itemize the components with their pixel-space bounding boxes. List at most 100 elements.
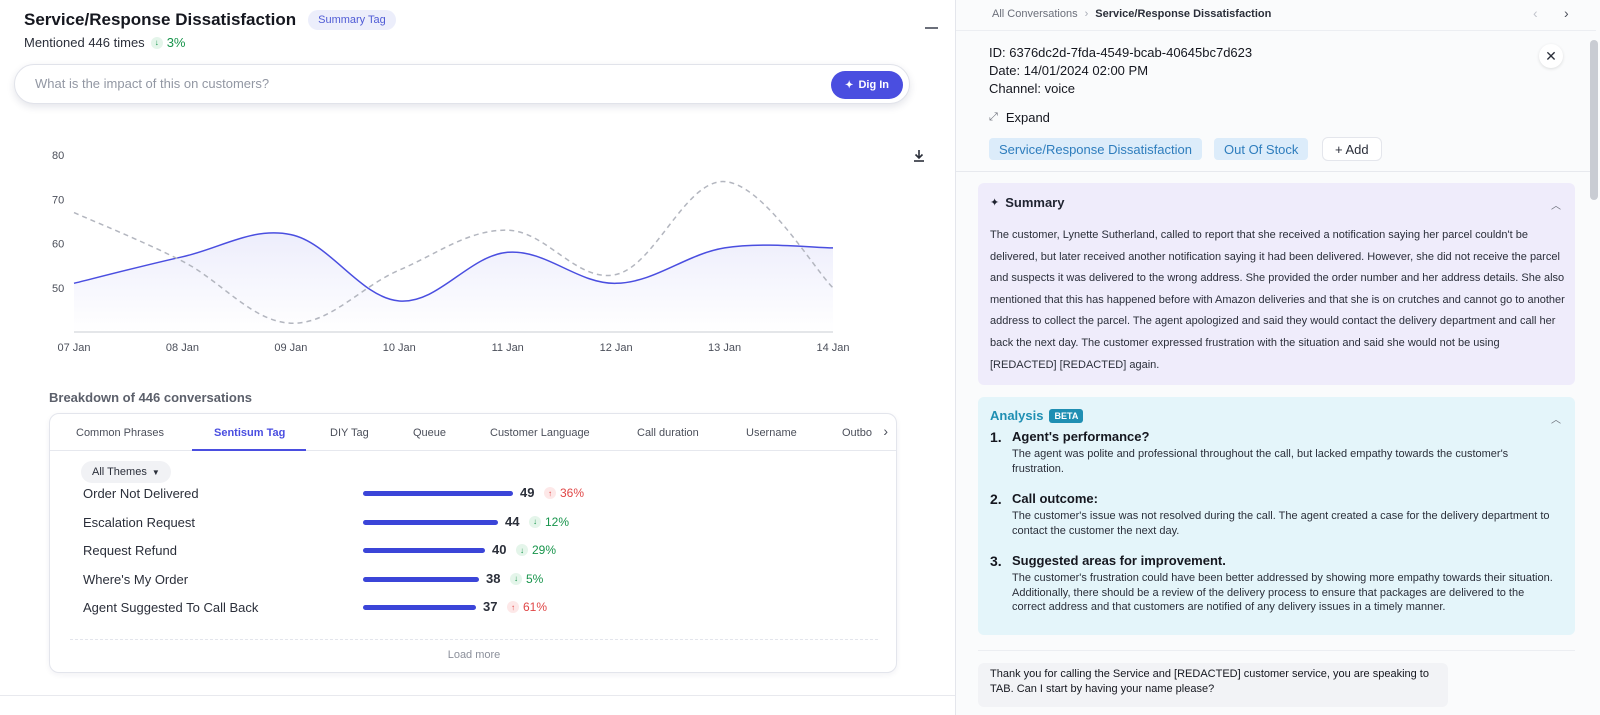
theme-row[interactable]: Escalation Request 44 ↓ 12% [50,513,896,533]
conversation-date: Date: 14/01/2024 02:00 PM [989,63,1148,78]
x-tick-label: 09 Jan [274,342,307,354]
theme-row[interactable]: Where's My Order 38 ↓ 5% [50,570,896,590]
series-area [74,232,833,332]
add-tag-button[interactable]: + Add [1322,137,1382,161]
theme-row-label: Agent Suggested To Call Back [83,600,259,615]
load-more-button[interactable]: Load more [70,639,878,661]
tab-diy-tag[interactable]: DIY Tag [330,427,369,439]
analysis-header[interactable]: Analysis BETA [990,408,1084,423]
y-tick-label: 70 [52,194,64,206]
tag-chip-service-response[interactable]: Service/Response Dissatisfaction [989,138,1202,160]
tab-call-duration[interactable]: Call duration [637,427,699,439]
theme-row-bar [363,491,513,496]
scrollbar-thumb[interactable] [1590,40,1598,200]
dig-in-button[interactable]: ✦ Dig In [831,71,903,99]
theme-row-count: 44 [505,513,520,529]
tab-sentisum-tag[interactable]: Sentisum Tag [214,427,286,439]
theme-row-count: 49 [520,485,535,500]
theme-row-trend-value: 12% [545,514,570,529]
tab-common-phrases[interactable]: Common Phrases [76,427,165,439]
themes-filter-label: All Themes [92,466,147,478]
expand-button[interactable]: ⤢ Expand [989,110,1050,125]
series-line-comparison [73,180,834,324]
theme-row[interactable]: Agent Suggested To Call Back 37 ↑ 61% [50,598,896,618]
next-conversation-icon[interactable]: › [1564,5,1569,21]
breakdown-title: Breakdown of 446 conversations [49,390,253,405]
arrow-down-icon: ↓ [529,515,541,528]
beta-badge: BETA [1049,408,1084,423]
breadcrumb-root[interactable]: All Conversations [992,8,1078,20]
theme-row-trend-value: 5% [526,571,544,586]
y-tick-label: 80 [52,150,64,162]
summary-tag-badge[interactable]: Summary Tag [308,10,396,30]
analysis-heading: Agent's performance? [1012,429,1150,444]
title-row: Service/Response Dissatisfaction Summary… [24,10,396,30]
previous-conversation-icon[interactable]: ‹ [1533,5,1538,21]
summary-title: Summary [1005,195,1065,210]
dig-in-label: Dig In [858,79,889,91]
analysis-heading: Call outcome: [1012,491,1098,506]
theme-row-count: 38 [486,570,501,586]
breadcrumb-separator-icon: › [1084,8,1089,20]
pane-divider[interactable] [955,0,956,715]
themes-filter[interactable]: All Themes ▼ [81,461,171,483]
arrow-up-icon: ↑ [507,601,519,613]
tab-outbound[interactable]: Outbo [842,427,872,439]
minimize-icon[interactable] [925,27,938,29]
active-tab-underline [192,449,306,451]
summary-card: ✦ Summary ︿ The customer, Lynette Suther… [978,183,1575,385]
theme-row-trend: ↑ 61% [507,600,547,614]
analysis-card: Analysis BETA ︿ 1. Agent's performance? … [978,397,1575,635]
ask-input[interactable] [35,76,795,91]
analysis-body: The customer's issue was not resolved du… [1012,510,1550,537]
mention-trend: ↓ 3% [150,35,185,50]
analysis-title: Analysis [990,408,1044,423]
conversation-channel: Channel: voice [989,81,1075,96]
theme-row-bar [363,548,485,553]
theme-row-bar [363,519,498,525]
chevron-up-icon[interactable]: ︿ [1551,201,1561,212]
breadcrumb-current: Service/Response Dissatisfaction [1095,8,1272,20]
theme-row[interactable]: Order Not Delivered 49 ↑ 36% [50,484,896,504]
x-tick-label: 13 Jan [708,342,741,354]
theme-row[interactable]: Request Refund 40 ↓ 29% [50,541,896,561]
analysis-body: The customer's frustration could have be… [1012,572,1553,613]
download-icon[interactable] [912,148,926,164]
sparkle-icon: ✦ [990,197,1000,209]
theme-panel: Service/Response Dissatisfaction Summary… [0,10,955,696]
summary-header[interactable]: ✦ Summary [990,195,1064,210]
analysis-number: 1. [990,429,1002,445]
theme-row-label: Request Refund [83,543,177,558]
date-label: Date: [989,63,1021,78]
theme-row-trend-value: 36% [560,486,585,500]
theme-row-trend: ↓ 29% [516,543,556,557]
breakdown-tabs: Common Phrases Sentisum Tag DIY Tag Queu… [50,414,896,451]
analysis-number: 2. [990,491,1002,507]
chevron-up-icon[interactable]: ︿ [1551,415,1561,426]
analysis-body: The agent was polite and professional th… [1012,448,1509,475]
id-label: ID: [989,45,1006,60]
tags-divider [956,171,1596,172]
tag-chip-out-of-stock[interactable]: Out Of Stock [1214,138,1309,160]
tabs-next-icon[interactable]: › [883,423,888,439]
breakdown-card: Common Phrases Sentisum Tag DIY Tag Queu… [49,413,897,673]
header-divider [956,30,1596,31]
sparkle-icon: ✦ [845,79,854,91]
id-value: 6376dc2d-7fda-4549-bcab-40645bc7d623 [1009,45,1253,60]
tab-customer-language[interactable]: Customer Language [490,427,590,439]
y-tick-label: 50 [52,283,64,295]
transcript-divider [978,650,1575,651]
close-button[interactable]: ✕ [1539,44,1563,68]
theme-row-bar [363,605,476,610]
theme-row-label: Escalation Request [83,514,196,530]
tab-queue[interactable]: Queue [413,427,447,439]
chevron-down-icon: ▼ [151,467,160,477]
theme-row-trend-value: 61% [523,600,548,614]
mention-count-text: Mentioned 446 times [24,35,145,50]
page-title: Service/Response Dissatisfaction [24,10,297,29]
x-tick-label: 14 Jan [816,342,849,354]
tab-username[interactable]: Username [746,427,797,439]
analysis-number: 3. [990,553,1002,569]
x-tick-label: 10 Jan [383,342,416,354]
x-tick-label: 08 Jan [166,342,199,354]
